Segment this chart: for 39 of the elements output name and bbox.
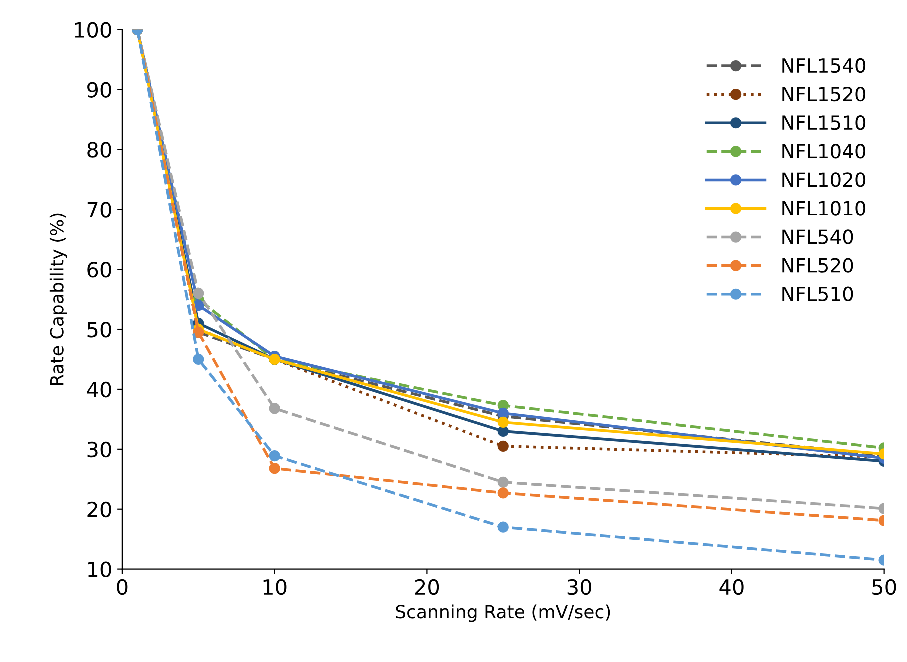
y-axis-title: Rate Capability (%) — [50, 214, 68, 386]
point — [498, 426, 509, 437]
y-tick-label: 90 — [88, 82, 112, 98]
legend-label: NFL540 — [782, 230, 854, 244]
y-tick-label: 50 — [88, 322, 112, 338]
point — [269, 450, 280, 462]
y-tick-label: 40 — [87, 382, 112, 398]
point — [498, 522, 509, 533]
legend-label: NFL510 — [782, 286, 854, 302]
y-tick-label: 20 — [88, 502, 112, 518]
legend-label: NFL1520 — [782, 86, 866, 102]
point — [269, 463, 280, 474]
point — [193, 288, 204, 300]
x-tick-label: 30 — [568, 579, 592, 596]
legend-label: NFL1510 — [782, 116, 866, 130]
legend-label: NFL1020 — [782, 172, 866, 188]
point — [498, 408, 509, 420]
legend-label: NFL1040 — [782, 144, 866, 159]
y-tick-label: 60 — [88, 262, 112, 278]
y-tick-label: 100 — [75, 22, 112, 38]
x-tick-label: 40 — [720, 579, 744, 596]
y-tick-label: 70 — [88, 202, 112, 218]
point — [498, 416, 509, 428]
y-tick-label: 10 — [88, 562, 112, 578]
y-tick-label: 30 — [88, 442, 112, 458]
point — [269, 403, 280, 414]
x-tick-label: 0 — [117, 579, 128, 596]
x-tick-label: 10 — [264, 579, 287, 596]
x-tick-label: 50 — [872, 579, 896, 596]
point — [498, 440, 509, 452]
point — [193, 354, 204, 366]
legend-label: NFL1010 — [782, 201, 866, 216]
legend-label: NFL520 — [782, 258, 854, 273]
x-tick-label: 20 — [415, 579, 440, 596]
x-axis-title: Scanning Rate (mV/sec) — [396, 604, 610, 622]
point — [498, 476, 509, 488]
y-tick-label: 80 — [88, 142, 112, 158]
point — [498, 488, 509, 499]
legend-label: NFL1540 — [782, 58, 866, 74]
